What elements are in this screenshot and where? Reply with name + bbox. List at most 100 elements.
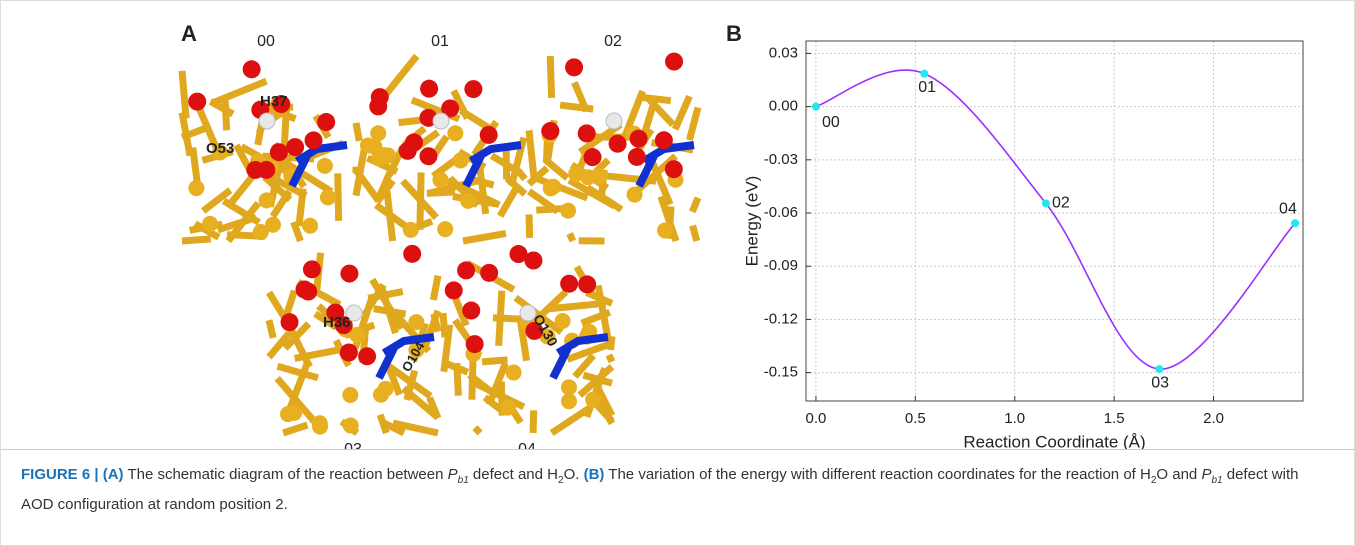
atom-au — [302, 217, 319, 234]
bond — [210, 77, 268, 107]
caption-symbol: P — [447, 466, 458, 483]
bond — [605, 353, 616, 364]
atom-label: O53 — [206, 140, 234, 157]
bond — [282, 421, 309, 437]
bond — [529, 410, 538, 434]
frame-label: 02 — [604, 33, 622, 50]
atom-au — [626, 186, 643, 203]
atom-h — [432, 112, 450, 130]
atom-o — [560, 274, 579, 293]
atom-o — [441, 99, 460, 118]
bond — [577, 364, 615, 398]
atom-o — [578, 275, 597, 294]
atom-au — [349, 326, 366, 343]
atom-o — [339, 343, 358, 362]
atom-au — [202, 215, 219, 232]
atom-o — [525, 321, 544, 340]
bond-blue — [375, 333, 435, 380]
point-marker — [1155, 365, 1164, 374]
y-tick-label: -0.15 — [764, 364, 798, 381]
bond — [542, 156, 570, 181]
atom-o — [509, 245, 528, 264]
atom-o — [420, 79, 439, 98]
bond — [536, 175, 589, 202]
frame-label: 00 — [257, 33, 275, 50]
atom-au — [342, 387, 359, 404]
bond — [430, 312, 442, 333]
bond — [276, 362, 319, 382]
caption-text: defect with AOD configuration at random … — [21, 466, 1299, 513]
atom-au — [211, 144, 228, 161]
atom-o — [665, 52, 684, 71]
bond — [497, 182, 522, 218]
atom-au — [264, 216, 281, 233]
atom-o — [664, 160, 683, 179]
atom-o — [295, 280, 314, 299]
bond — [279, 157, 334, 195]
atom-o — [465, 335, 484, 354]
caption-subscript: b1 — [1211, 475, 1223, 486]
bond — [549, 299, 606, 313]
atom-h — [605, 112, 623, 130]
molecule-panels — [178, 52, 702, 437]
atom-au — [402, 221, 419, 238]
atom-o — [304, 131, 323, 150]
bond — [566, 340, 614, 363]
bond — [429, 274, 442, 301]
atom-o — [444, 281, 463, 300]
point-label: 04 — [1279, 201, 1297, 218]
bond — [178, 111, 194, 157]
bond — [201, 187, 233, 214]
bond — [458, 107, 493, 133]
bond-blue — [288, 141, 348, 188]
bond — [462, 230, 507, 245]
bond — [546, 55, 556, 98]
atom-au — [539, 328, 556, 345]
bond — [689, 224, 701, 242]
panel-label: B — [726, 21, 742, 46]
caption-text: O and — [1156, 466, 1202, 483]
energy-chart: 0.03 0.00 -0.03 -0.06 -0.09 -0.12 -0.15 0.0 0.5 1… — [742, 40, 1304, 449]
bond — [386, 362, 433, 400]
atom-o — [317, 113, 336, 132]
atom-o — [405, 133, 424, 152]
bond — [441, 358, 470, 376]
caption-subscript: b1 — [457, 475, 469, 486]
atom-au — [432, 171, 449, 188]
atom-o — [627, 147, 646, 166]
atom-o — [242, 60, 261, 79]
point-marker — [811, 102, 820, 111]
x-tick-label: 0.0 — [806, 410, 827, 427]
bond — [525, 130, 538, 179]
bond — [392, 419, 439, 437]
caption-symbol: Pb1 — [447, 466, 469, 486]
atom-au — [372, 386, 389, 403]
frame-label: 03 — [344, 441, 362, 449]
bond — [485, 361, 509, 407]
atom-o — [419, 147, 438, 166]
bond — [181, 235, 212, 245]
bond — [566, 232, 577, 243]
atom-o — [464, 80, 483, 99]
atom-o — [565, 58, 584, 77]
caption-text: The schematic diagram of the reaction be… — [123, 466, 448, 483]
y-axis-title: Energy (eV) — [742, 176, 761, 267]
bond — [313, 310, 339, 331]
atom-o — [654, 131, 673, 150]
figure-art: A 00 01 02 03 04 H37 O53 H36 O104 O130 B… — [178, 21, 1304, 449]
atom-au — [252, 224, 269, 241]
caption-text: The variation of the energy with differe… — [604, 466, 1151, 483]
y-tick-label: 0.03 — [769, 44, 798, 61]
bond-blue — [549, 333, 609, 380]
atom-au — [319, 189, 336, 206]
bond — [689, 196, 702, 214]
atom-au — [316, 157, 333, 174]
x-tick-label: 1.5 — [1104, 410, 1125, 427]
bond — [282, 321, 312, 351]
bond-blue — [462, 141, 522, 188]
bond — [274, 375, 319, 426]
x-axis-title: Reaction Coordinate (Å) — [963, 432, 1145, 449]
atom-o — [272, 95, 291, 114]
x-tick-label: 2.0 — [1203, 410, 1224, 427]
